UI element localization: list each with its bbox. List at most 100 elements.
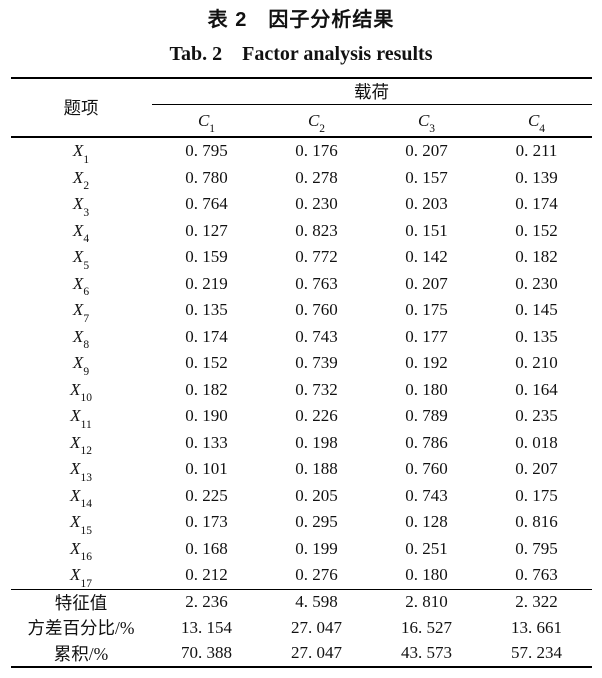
cell-value: 0. 188: [295, 459, 338, 479]
cell-value: 0. 101: [185, 459, 228, 479]
cell-value: 0. 251: [405, 538, 448, 558]
row-label: X14: [70, 485, 92, 511]
cell-value: 0. 207: [405, 273, 448, 293]
cell-value: 0. 176: [295, 141, 338, 161]
factor-header-row: C1 C2 C3 C4: [11, 104, 592, 138]
column-header-c2: C2: [261, 104, 372, 138]
cell-value: 0. 226: [295, 406, 338, 426]
cell-value: 0. 772: [295, 247, 338, 267]
cell-value: 0. 159: [185, 247, 228, 267]
table-row-x1: X1 0. 795 0. 176 0. 207 0. 211: [11, 137, 592, 165]
cell-value: 0. 128: [405, 512, 448, 532]
table-row-x14: X14 0. 225 0. 205 0. 743 0. 175: [11, 483, 592, 510]
table-row-x11: X11 0. 190 0. 226 0. 789 0. 235: [11, 403, 592, 430]
table-title-zh: 表 2 因子分析结果: [207, 9, 395, 31]
row-label: X9: [72, 353, 90, 378]
cell-value: 0. 235: [515, 406, 558, 426]
cell-value: 0. 198: [295, 432, 338, 452]
cell-value: 0. 789: [405, 406, 448, 426]
cell-value: 0. 199: [295, 538, 338, 558]
factor-analysis-table: 题项 载荷 C1 C2 C3 C4 X1 0. 795 0. 176 0. 207 0. 21…: [10, 77, 592, 669]
summary-row-label: 方差百分比/%: [27, 618, 135, 639]
row-label: X16: [70, 538, 92, 564]
table-row-x5: X5 0. 159 0. 772 0. 142 0. 182: [11, 244, 592, 271]
summary-cell-value: 27. 047: [291, 617, 342, 637]
summary-cell-value: 2. 236: [185, 592, 228, 612]
table-row-x17: X17 0. 212 0. 276 0. 180 0. 763: [10, 562, 592, 590]
cell-value: 0. 780: [185, 167, 228, 187]
cell-value: 0. 276: [261, 562, 372, 590]
cell-value: 0. 182: [515, 247, 558, 267]
table-row-x13: X13 0. 101 0. 188 0. 760 0. 207: [11, 456, 592, 483]
loading-group-header: 载荷: [151, 78, 592, 105]
cell-value: 0. 018: [515, 432, 558, 452]
cell-value: 0. 164: [515, 379, 558, 399]
table-title-en: Tab. 2 Factor analysis results: [169, 43, 433, 65]
cell-value: 0. 764: [185, 194, 228, 214]
cell-value: 0. 760: [295, 300, 338, 320]
table-row-x10: X10 0. 182 0. 732 0. 180 0. 164: [11, 377, 592, 404]
cell-value: 0. 175: [405, 300, 448, 320]
table-row-x12: X12 0. 133 0. 198 0. 786 0. 018: [11, 430, 592, 457]
cell-value: 0. 760: [405, 459, 448, 479]
table-row-x15: X15 0. 173 0. 295 0. 128 0. 816: [11, 509, 592, 536]
cell-value: 0. 173: [185, 512, 228, 532]
cell-value: 0. 210: [515, 353, 558, 373]
cell-value: 0. 133: [185, 432, 228, 452]
cell-value: 0. 230: [515, 273, 558, 293]
row-label: X5: [72, 247, 90, 272]
cell-value: 0. 211: [515, 141, 558, 161]
row-label: X15: [70, 512, 92, 537]
cell-value: 0. 763: [481, 562, 592, 590]
row-label: X2: [72, 167, 90, 193]
cell-value: 0. 157: [405, 167, 448, 187]
cell-value: 0. 135: [185, 300, 228, 320]
item-column-header: 题项: [10, 78, 152, 138]
cell-value: 0. 230: [295, 194, 338, 214]
summary-row: 特征值 2. 236 4. 598 2. 810 2. 322: [11, 589, 592, 615]
cell-value: 0. 174: [515, 194, 558, 214]
cell-value: 0. 295: [295, 512, 338, 532]
summary-cell-value: 27. 047: [291, 643, 342, 663]
cell-value: 0. 795: [185, 141, 228, 161]
cell-value: 0. 190: [185, 406, 228, 426]
cell-value: 0. 205: [295, 485, 338, 505]
cell-value: 0. 152: [185, 353, 228, 373]
cell-value: 0. 203: [405, 194, 448, 214]
cell-value: 0. 739: [295, 353, 338, 373]
cell-value: 0. 142: [405, 247, 448, 267]
cell-value: 0. 207: [515, 459, 558, 479]
cell-value: 0. 177: [405, 326, 448, 346]
cell-value: 0. 278: [295, 167, 338, 187]
cell-value: 0. 743: [295, 326, 338, 346]
cell-value: 0. 786: [405, 432, 448, 452]
cell-value: 0. 763: [295, 273, 338, 293]
cell-value: 0. 145: [515, 300, 558, 320]
cell-value: 0. 823: [295, 220, 338, 240]
cell-value: 0. 182: [185, 379, 228, 399]
cell-value: 0. 168: [185, 538, 228, 558]
table-body: X1 0. 795 0. 176 0. 207 0. 211 X2 0. 780 0. 278…: [10, 137, 592, 590]
cell-value: 0. 135: [515, 326, 558, 346]
table-summary: 特征值 2. 236 4. 598 2. 810 2. 322 方差百分比/% 13. 15…: [11, 589, 592, 667]
row-label: X12: [70, 432, 92, 458]
row-label: X8: [72, 326, 90, 352]
row-label: X4: [72, 220, 90, 246]
row-label: X17: [10, 562, 152, 590]
table-row-x3: X3 0. 764 0. 230 0. 203 0. 174: [11, 191, 592, 218]
cell-value: 0. 152: [515, 220, 558, 240]
row-label: X13: [70, 459, 92, 484]
column-header-c4: C4: [481, 104, 592, 138]
cell-value: 0. 212: [151, 562, 262, 590]
table-row-x7: X7 0. 135 0. 760 0. 175 0. 145: [11, 297, 592, 324]
cell-value: 0. 139: [515, 167, 558, 187]
summary-cell-value: 43. 573: [401, 643, 452, 663]
summary-cell-value: 13. 154: [181, 617, 232, 637]
cell-value: 0. 207: [405, 141, 448, 161]
cell-value: 0. 180: [405, 379, 448, 399]
table-row-x6: X6 0. 219 0. 763 0. 207 0. 230: [11, 271, 592, 298]
cell-value: 0. 816: [515, 512, 558, 532]
row-label: X3: [72, 194, 90, 219]
cell-value: 0. 175: [515, 485, 558, 505]
